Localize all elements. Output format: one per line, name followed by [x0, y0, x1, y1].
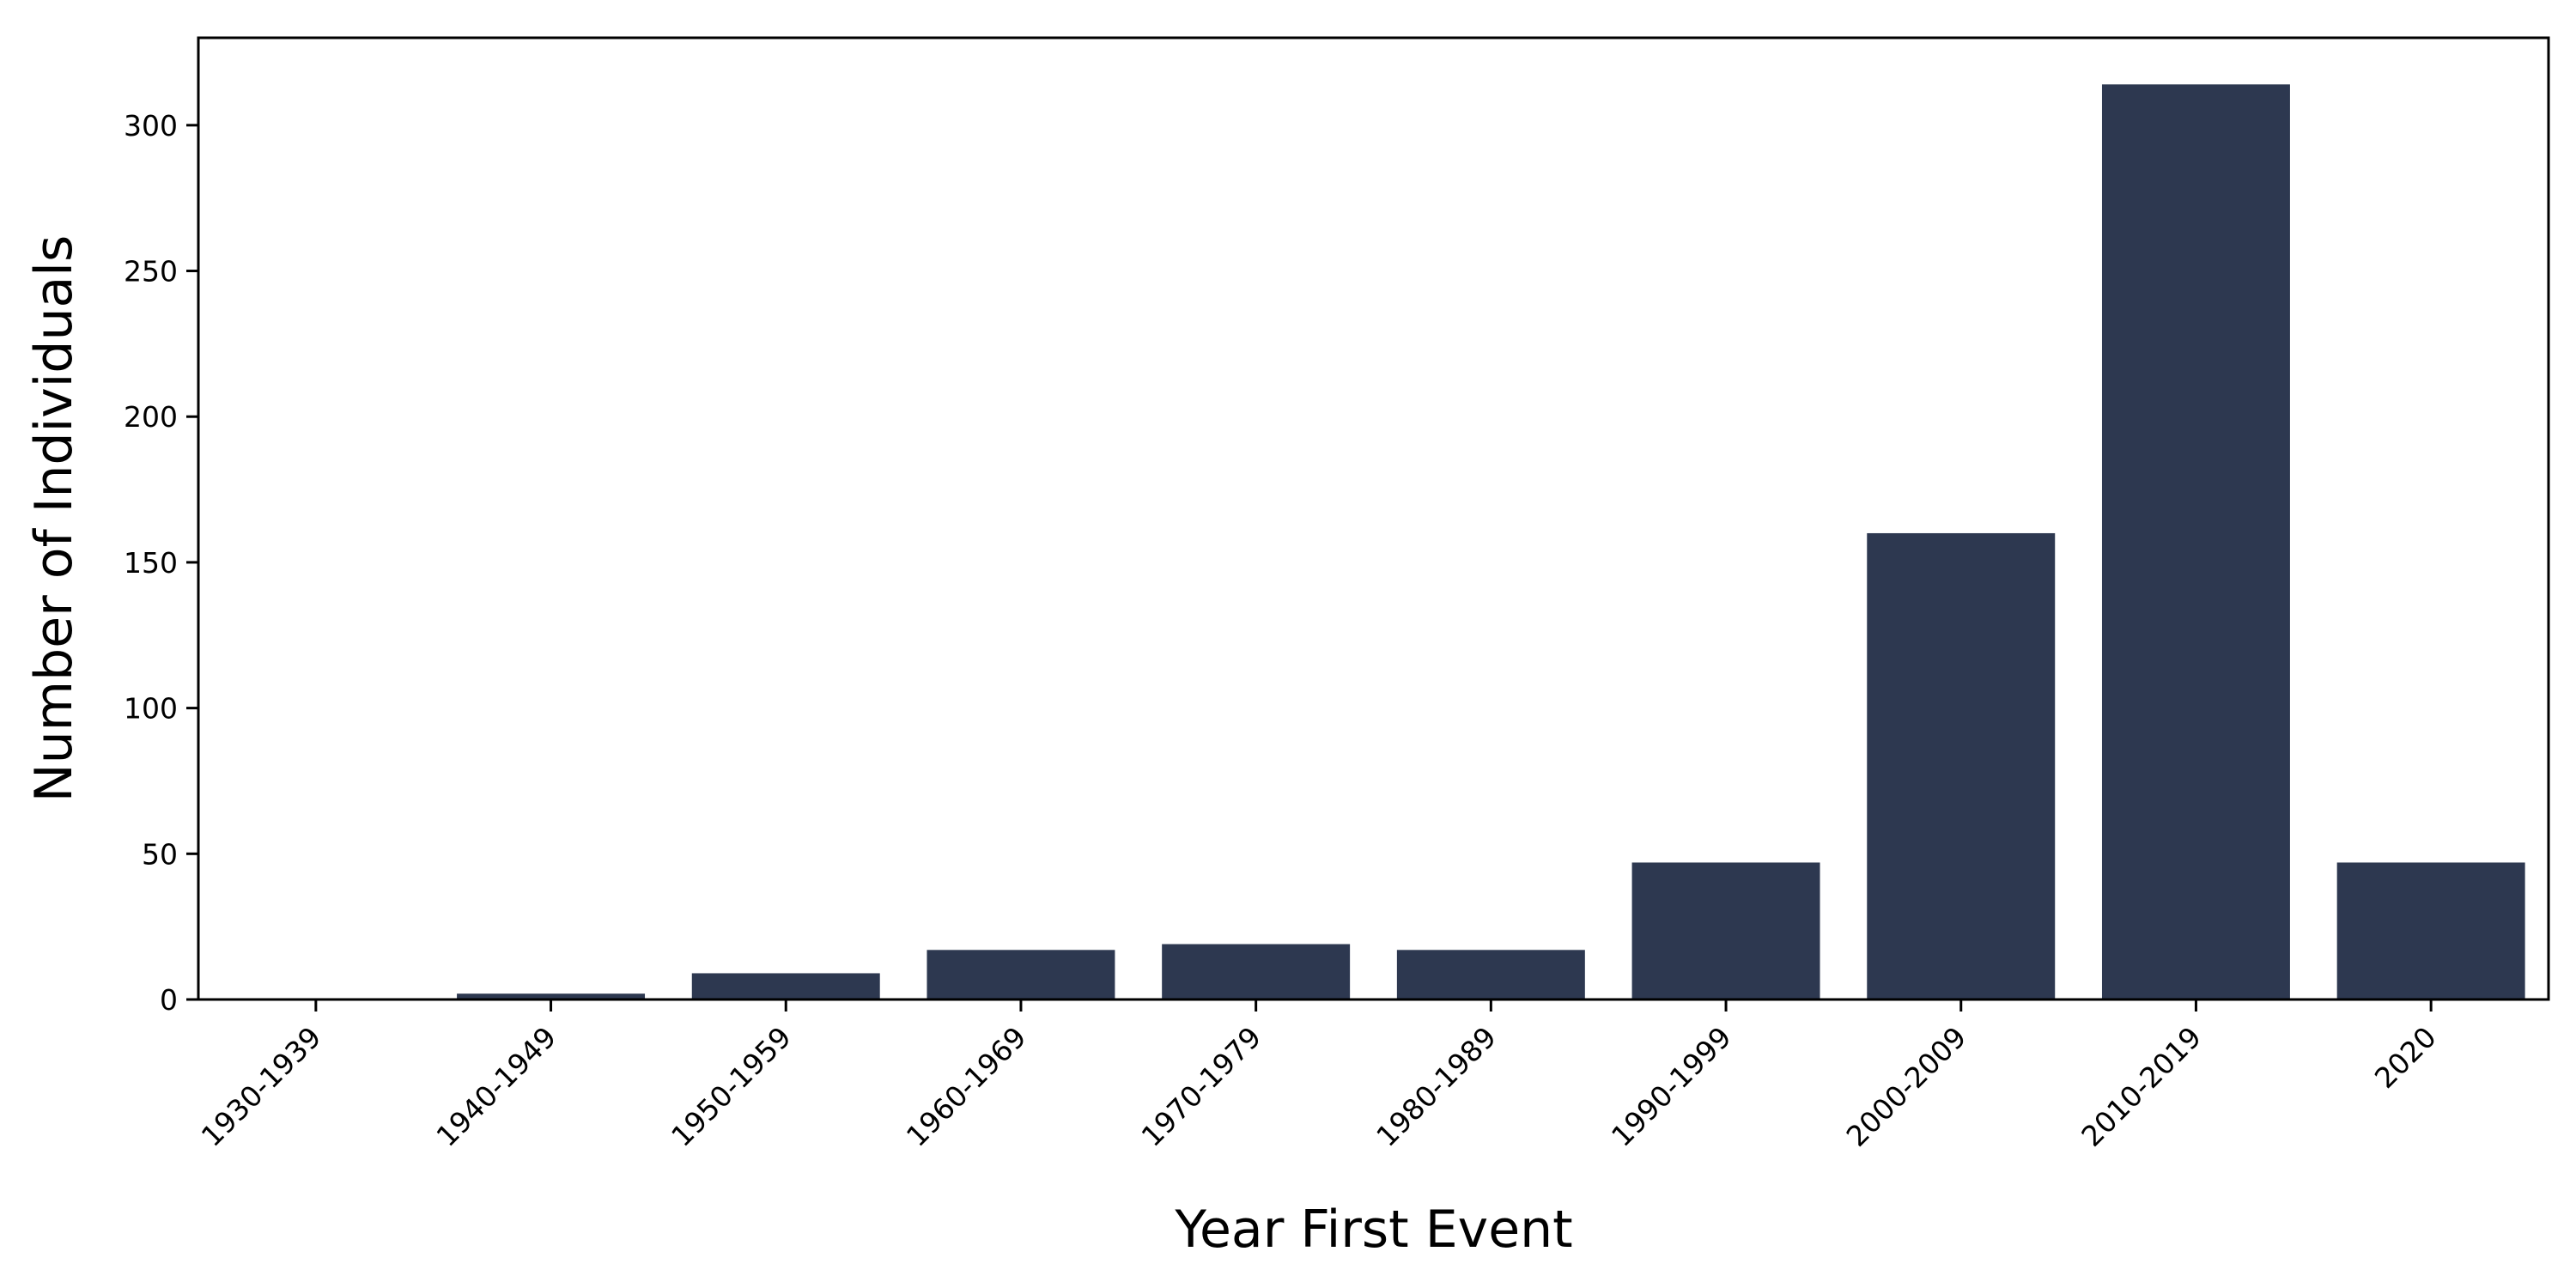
- bar-1960-1969: [927, 950, 1115, 999]
- y-tick-label: 300: [124, 109, 178, 143]
- x-axis-label: Year First Event: [1174, 1200, 1572, 1260]
- bar-2000-2009: [1867, 532, 2056, 999]
- bar-1990-1999: [1631, 862, 1820, 999]
- y-tick-label: 250: [124, 255, 178, 289]
- y-tick-label: 150: [124, 546, 178, 580]
- bars-group: [457, 84, 2525, 1000]
- bar-2020: [2336, 862, 2525, 999]
- x-tick-label: 1980-1989: [1370, 1020, 1503, 1153]
- y-axis: 0 50 100 150 200 250 300: [124, 109, 198, 1017]
- y-tick-label: 0: [160, 983, 178, 1017]
- x-tick-label: 2020: [2368, 1020, 2443, 1095]
- x-tick-label: 1930-1939: [195, 1020, 328, 1153]
- bar-1970-1979: [1162, 944, 1351, 999]
- x-axis: 1930-1939 1940-1949 1950-1959 1960-1969 1970…: [195, 999, 2443, 1153]
- y-tick-label: 100: [124, 692, 178, 726]
- bar-1940-1949: [457, 993, 646, 999]
- x-tick-label: 1970-1979: [1135, 1020, 1268, 1153]
- bar-1950-1959: [691, 973, 880, 999]
- y-tick-label: 200: [124, 400, 178, 434]
- bar-1980-1989: [1396, 950, 1585, 999]
- x-tick-label: 1990-1999: [1605, 1020, 1738, 1153]
- x-tick-label: 2010-2019: [2075, 1020, 2208, 1153]
- x-tick-label: 1960-1969: [900, 1020, 1033, 1153]
- y-tick-label: 50: [142, 837, 178, 871]
- x-tick-label: 1950-1959: [665, 1020, 798, 1153]
- x-tick-label: 1940-1949: [429, 1020, 562, 1153]
- x-tick-label: 2000-2009: [1840, 1020, 1973, 1153]
- y-axis-label: Number of Individuals: [24, 235, 84, 802]
- bar-2010-2019: [2101, 84, 2290, 1000]
- plot-frame: [197, 36, 2550, 1001]
